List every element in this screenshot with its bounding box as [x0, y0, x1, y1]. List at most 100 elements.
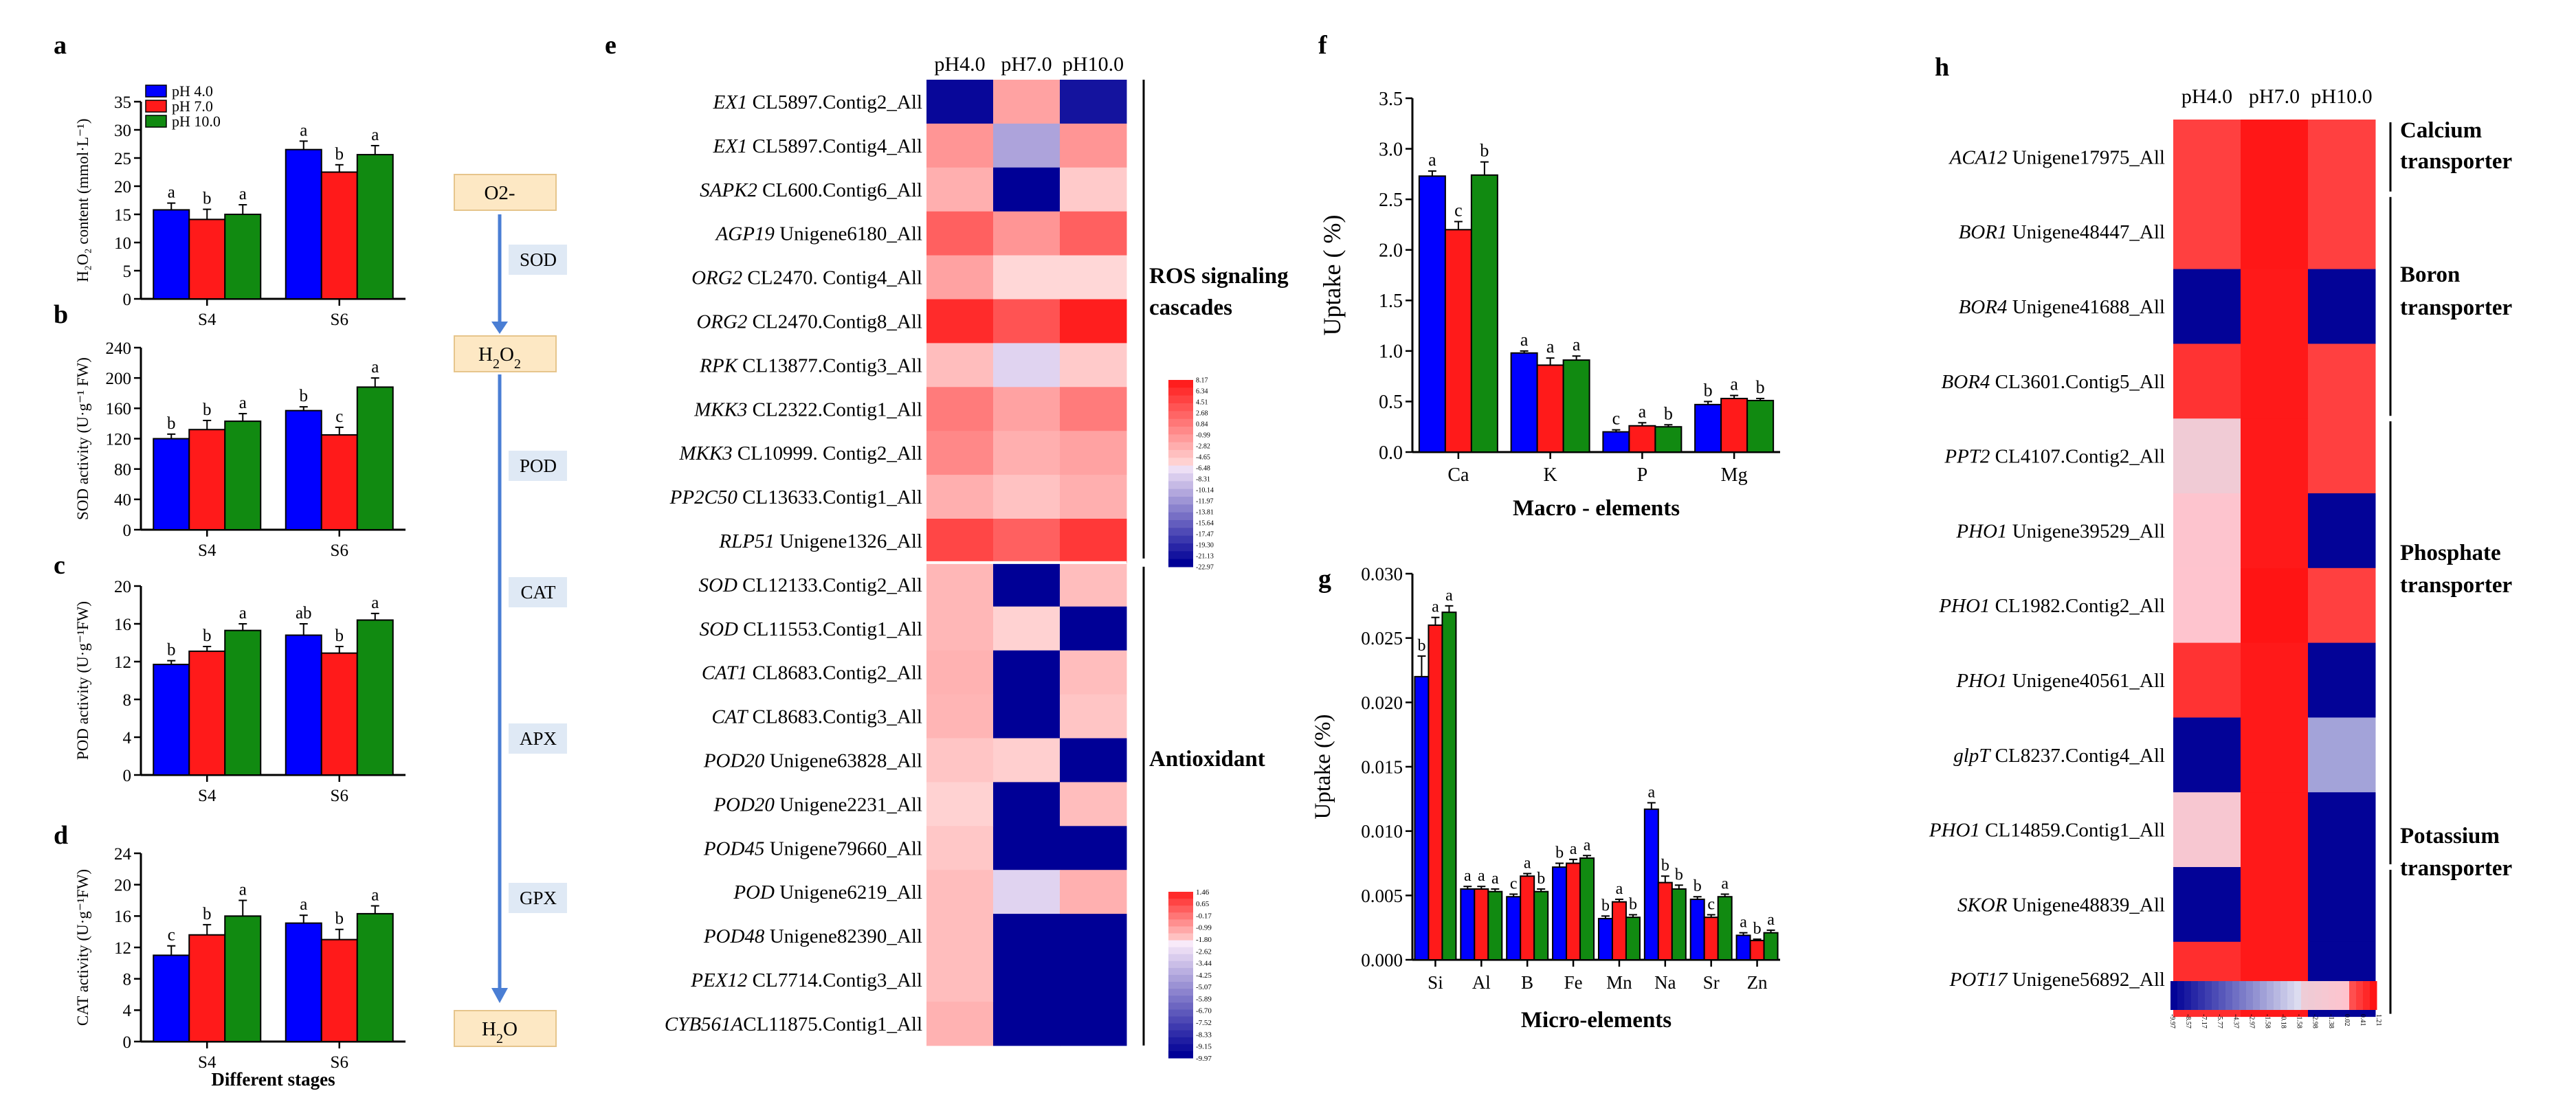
significance-letter: a [1740, 914, 1747, 932]
heatmap-cell [2308, 344, 2376, 419]
heatmap-cell [926, 431, 994, 475]
significance-letter: a [239, 881, 247, 899]
colorbar-cell [2212, 981, 2219, 1010]
heatmap-cell [993, 80, 1061, 124]
significance-letter: b [203, 627, 212, 645]
colorbar-cell [1168, 458, 1193, 466]
heatmap-cell [2308, 493, 2376, 569]
bar [1749, 939, 1765, 961]
y-tick-label: 3.5 [1379, 89, 1403, 110]
colorbar-cell [1168, 899, 1193, 906]
panel-letter: b [54, 300, 68, 329]
colorbar-cell [2246, 981, 2254, 1010]
pathway-node-label: O2- [484, 182, 515, 204]
arrow-head [491, 988, 508, 1003]
group-label: Antioxidant [1149, 747, 1265, 772]
y-tick-label: 20 [114, 178, 131, 196]
significance-letter: a [371, 594, 379, 612]
colorbar-tick-label: -6.70 [1196, 1007, 1212, 1015]
significance-letter: a [1524, 854, 1531, 872]
colorbar: -9.97 -8.57 -7.17 -5.77 -4.37 -2.97 -1.58 -0.18… [2168, 981, 2382, 1028]
significance-letter: b [1753, 920, 1762, 938]
panel-letter: e [605, 31, 617, 60]
significance-letter: b [1664, 403, 1673, 423]
colorbar-cell [2219, 981, 2226, 1010]
bar [1470, 174, 1498, 453]
pathway-node-box [454, 335, 557, 372]
heatmap-cell [993, 387, 1061, 431]
bar [1510, 352, 1538, 453]
colorbar-cell [1168, 450, 1193, 458]
significance-letter: a [1767, 911, 1775, 929]
bar [285, 148, 322, 300]
bar [1428, 624, 1443, 961]
column-header: pH4.0 [934, 53, 985, 76]
bar [1552, 866, 1568, 960]
colorbar-tick-label: -2.98 [2311, 1014, 2319, 1028]
colorbar-cell [2322, 981, 2329, 1010]
gene-label: BOR1 Unigene48447_All [1959, 221, 2165, 243]
gene-label: PHO1 CL14859.Contig1_All [1929, 820, 2165, 842]
heatmap-cell [1060, 1001, 1127, 1046]
y-tick-label: 2.5 [1379, 190, 1403, 211]
colorbar-cell [2239, 981, 2247, 1010]
heatmap-cell [926, 782, 994, 827]
bar [356, 154, 394, 300]
significance-letter: b [335, 910, 344, 928]
heatmap-cell [1060, 870, 1127, 914]
bar [1444, 229, 1472, 453]
y-tick-label: 5 [123, 262, 132, 281]
heatmap-cell [1060, 606, 1127, 651]
colorbar-tick-label: -6.48 [1196, 465, 1210, 473]
heatmap-cell [926, 914, 994, 958]
colorbar-cell [1168, 497, 1193, 505]
colorbar-cell [1168, 411, 1193, 420]
colorbar-tick-label: -5.89 [1196, 995, 1212, 1003]
heatmap-cell [993, 431, 1061, 475]
colorbar-tick-label: -17.47 [1196, 531, 1214, 539]
legend-swatch [145, 85, 167, 98]
heatmap-cell [2173, 418, 2241, 494]
heatmap-cell [1060, 123, 1127, 168]
bar [153, 438, 190, 530]
heatmap-cell [1060, 475, 1127, 519]
heatmap-cell [993, 123, 1061, 168]
significance-letter: c [1454, 201, 1463, 221]
significance-letter: c [168, 926, 175, 945]
colorbar-cell [1168, 418, 1193, 427]
colorbar-tick-label: -9.15 [1196, 1043, 1212, 1051]
colorbar-cell [1168, 473, 1193, 482]
colorbar-cell [2294, 981, 2302, 1010]
bar [356, 912, 394, 1042]
colorbar-tick-label: -0.99 [1196, 924, 1212, 932]
colorbar-cell [2184, 981, 2192, 1010]
colorbar-cell [2205, 981, 2212, 1010]
colorbar-cell [2232, 981, 2240, 1010]
colorbar-tick-label: -0.18 [2280, 1014, 2287, 1028]
y-axis-label: H₂O₂ content (mmol·L⁻¹) [74, 118, 91, 282]
y-tick-label: 0 [123, 767, 132, 785]
heatmap-cell [926, 870, 994, 914]
gene-label: EX1 CL5897.Contig4_All [712, 135, 922, 157]
group-label: transporter [2400, 149, 2512, 174]
bar [1654, 426, 1683, 453]
significance-letter: b [335, 627, 344, 645]
heatmap-cell [993, 826, 1061, 870]
colorbar-cell [2370, 981, 2377, 1010]
enzyme-label: GPX [520, 888, 557, 908]
heatmap-cell [993, 694, 1061, 739]
bar [188, 218, 226, 300]
y-tick-label: 3.0 [1379, 139, 1403, 160]
significance-letter: b [1601, 897, 1610, 914]
colorbar-cell [1168, 967, 1193, 976]
heatmap-cell [1060, 650, 1127, 695]
colorbar-cell [2329, 981, 2336, 1010]
colorbar-tick-label: 8.17 [1196, 377, 1208, 385]
bar [356, 619, 394, 776]
gene-label: BOR4 CL3601.Contig5_All [1942, 371, 2165, 393]
bar [188, 429, 226, 530]
column-header: pH10.0 [2311, 85, 2372, 108]
colorbar-cell [1168, 919, 1193, 927]
colorbar-cell [1168, 933, 1193, 941]
